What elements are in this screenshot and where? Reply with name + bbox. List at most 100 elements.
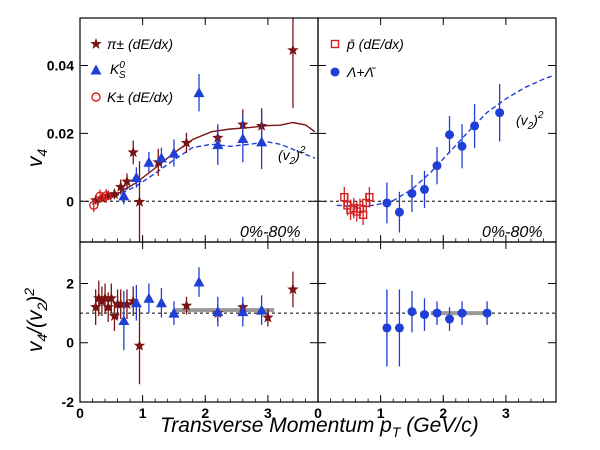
y-tick-label: 0 <box>66 193 74 209</box>
data-point-triangle <box>118 190 130 201</box>
data-point-circle <box>382 198 392 208</box>
y-tick-label: 0 <box>66 335 74 351</box>
data-point-star <box>90 301 102 312</box>
data-point-triangle <box>168 147 180 158</box>
x-tick-label: 1 <box>139 405 147 421</box>
panel-frame-bottom-left <box>79 241 319 403</box>
x-tick-label: 3 <box>502 405 510 421</box>
data-point-circle <box>470 121 480 131</box>
legend-kcharged-label: K± (dE/dx) <box>107 89 173 105</box>
data-point-triangle <box>212 306 224 317</box>
panel-frames-layer <box>79 17 557 403</box>
data-point-star <box>287 44 299 56</box>
data-point-triangle <box>256 136 268 147</box>
data-point-star <box>102 301 114 312</box>
data-point-star <box>121 175 133 187</box>
legend-pion-symbol <box>90 38 102 49</box>
data-point-triangle <box>193 276 205 287</box>
legend-kshort-symbol <box>90 64 102 75</box>
data-point-star <box>133 339 146 351</box>
data-point-star <box>93 292 105 304</box>
data-point-circle <box>457 141 467 151</box>
curve-label-right: (v2)2 <box>516 110 544 132</box>
y-axis-title-top: v4 <box>24 149 50 168</box>
data-point-triangle <box>168 307 180 318</box>
data-point-triangle <box>118 315 130 326</box>
x-axis-title: Transverse Momentum pT (GeV/c) <box>160 414 479 440</box>
data-point-triangle <box>155 297 167 308</box>
data-point-star <box>115 181 127 192</box>
data-point-star <box>96 295 108 307</box>
panel-frame-bottom-right <box>317 241 557 403</box>
data-point-triangle <box>155 152 167 163</box>
legend-pbar-label: p̄ (dE/dx) <box>346 36 404 52</box>
data-point-triangle <box>130 172 142 183</box>
data-point-star <box>127 295 139 307</box>
data-point-star <box>121 298 133 310</box>
legend-kshort-marker <box>90 64 102 75</box>
x-tick-label: 2 <box>201 405 209 421</box>
data-point-circle-open <box>89 200 99 211</box>
data-point-circle <box>419 184 429 194</box>
legend-pion-marker <box>90 38 102 49</box>
data-point-circle <box>382 323 392 333</box>
data-point-square-open <box>358 210 368 220</box>
data-point-circle <box>394 207 404 217</box>
data-point-star <box>287 283 299 295</box>
data-point-star <box>133 196 146 207</box>
y-axis-title-bottom: v4/(v2)2 <box>21 288 50 352</box>
x-tick-label: 2 <box>439 405 447 421</box>
y-tick-label: 0.04 <box>47 58 74 74</box>
legend-top-left: π± (dE/dx) K0 S K± (dE/dx) <box>90 36 173 105</box>
legend-pbar-symbol <box>330 39 340 49</box>
x-tick-label: 0 <box>76 405 84 421</box>
curve-label-left: (v2)2 <box>278 145 306 167</box>
legend-lambda-marker <box>330 67 340 77</box>
data-point-circle <box>407 307 417 317</box>
legend-lambda-label: Λ+Λ̄ <box>346 64 376 80</box>
data-point-triangle <box>130 297 142 308</box>
data-point-star <box>262 311 274 323</box>
data-point-star <box>90 194 102 206</box>
legend-pion-label: π± (dE/dx) <box>107 36 173 52</box>
data-point-circle <box>432 161 442 171</box>
data-point-circle <box>445 314 455 324</box>
data-point-triangle <box>193 87 205 98</box>
data-point-circle <box>432 308 442 318</box>
data-point-star <box>180 136 193 148</box>
data-point-triangle <box>143 156 155 167</box>
data-point-star <box>108 188 121 199</box>
legend-kcharged-symbol <box>91 92 101 102</box>
data-point-circle <box>445 130 455 140</box>
data-point-triangle <box>237 132 249 143</box>
data-point-triangle <box>143 292 155 303</box>
legend-top-right: p̄ (dE/dx) Λ+Λ̄ <box>330 36 404 80</box>
y-tick-label: -2 <box>62 394 75 410</box>
legend-kcharged-marker <box>91 92 101 102</box>
data-point-triangle <box>212 139 224 150</box>
data-point-triangle <box>256 304 268 315</box>
data-point-star <box>99 292 111 304</box>
data-point-circle-open <box>95 191 105 201</box>
data-point-star <box>105 292 117 304</box>
data-point-circle-open <box>101 191 112 201</box>
legend-kshort-label: K0 S <box>110 60 126 81</box>
data-point-star <box>180 299 193 311</box>
x-tick-label: 3 <box>264 405 272 421</box>
legend-lambda-symbol <box>330 67 340 77</box>
data-point-circle <box>394 323 404 333</box>
data-point-circle <box>419 310 429 320</box>
data-point-star <box>102 189 114 201</box>
data-point-star <box>96 192 108 204</box>
x-tick-label: 1 <box>377 405 385 421</box>
data-points-layer <box>89 18 505 385</box>
legend-pbar-marker <box>330 39 340 49</box>
y-tick-label: 0.02 <box>47 125 74 141</box>
data-point-circle <box>482 308 492 318</box>
data-point-triangle <box>237 306 249 317</box>
data-point-circle <box>495 108 505 118</box>
x-tick-label: 0 <box>314 405 322 421</box>
data-point-star <box>108 310 121 321</box>
